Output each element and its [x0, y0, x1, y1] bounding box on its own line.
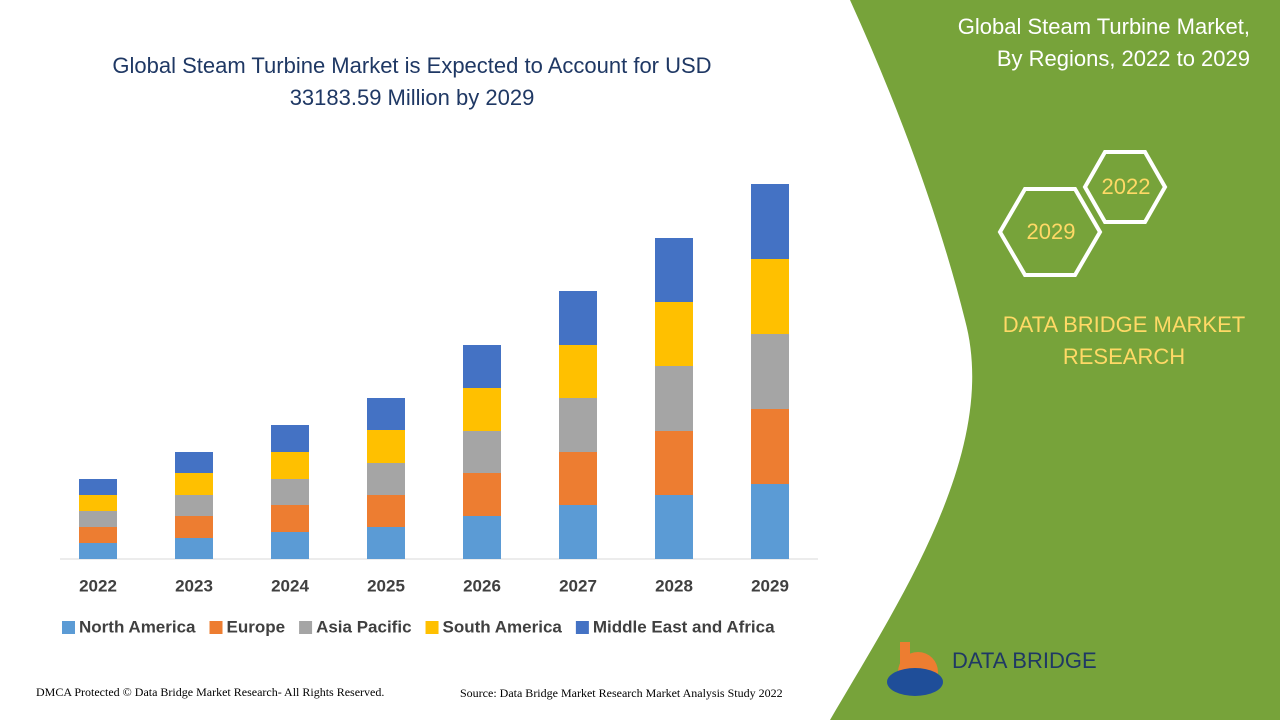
bar-segment [271, 505, 309, 532]
bar-segment [751, 409, 789, 484]
bar-segment [175, 516, 213, 538]
footer-note: Source: Data Bridge Market Research Mark… [460, 686, 783, 700]
bar-segment [271, 452, 309, 479]
bar-segment [79, 479, 117, 495]
legend-swatch [425, 621, 439, 634]
logo-text: DATA BRIDGE [952, 648, 1097, 673]
bar-segment [559, 398, 597, 452]
legend-swatch [299, 621, 313, 634]
bar-segment [367, 527, 405, 559]
chart-title: Global Steam Turbine Market is Expected … [112, 53, 711, 78]
bar-segment [271, 425, 309, 452]
bar-segment [79, 543, 117, 559]
legend-swatch [62, 621, 75, 634]
x-tick-label: 2029 [751, 576, 789, 595]
hexagon [1082, 150, 1168, 224]
bar-segment [79, 527, 117, 543]
footer-note: DMCA Protected © Data Bridge Market Rese… [36, 685, 384, 699]
x-tick-label: 2027 [559, 576, 597, 595]
bar-segment [559, 452, 597, 505]
bar-segment [463, 431, 501, 473]
bar-segment [367, 495, 405, 527]
x-tick-label: 2024 [271, 576, 309, 595]
legend-swatch [575, 621, 589, 634]
bar-segment [463, 473, 501, 516]
bar-segment [559, 505, 597, 559]
panel-title: Global Steam Turbine Market, [958, 14, 1250, 39]
green-panel [830, 0, 1280, 720]
bar-segment [655, 495, 693, 559]
panel-title: By Regions, 2022 to 2029 [997, 46, 1250, 71]
bar-segment [655, 238, 693, 302]
bar-segment [463, 345, 501, 388]
bar-segment [751, 334, 789, 409]
legend-label: Europe [227, 617, 286, 636]
bar-segment [559, 291, 597, 345]
hexagon [997, 187, 1103, 277]
hexagon-label: 2022 [1102, 174, 1151, 199]
x-tick-label: 2022 [79, 576, 117, 595]
x-tick-label: 2023 [175, 576, 213, 595]
bar-segment [463, 516, 501, 559]
bar-segment [79, 511, 117, 527]
bar-segment [271, 532, 309, 559]
brand-text: RESEARCH [1063, 344, 1185, 369]
hexagon-label: 2029 [1027, 219, 1076, 244]
bar-segment [655, 302, 693, 366]
bar-segment [463, 388, 501, 431]
bar-segment [79, 495, 117, 511]
chart-title: 33183.59 Million by 2029 [290, 85, 535, 110]
logo: DATA BRIDGE [887, 642, 1097, 696]
bar-segment [559, 345, 597, 398]
logo-mark [887, 668, 943, 696]
x-tick-label: 2028 [655, 576, 693, 595]
bar-segment [655, 431, 693, 495]
bar-segment [271, 479, 309, 505]
bar-segment [175, 538, 213, 559]
x-tick-label: 2026 [463, 576, 501, 595]
chart: 2022 2023 2024 2025 2026 2027 2028 2029 North Am… [62, 184, 789, 636]
x-tick-label: 2025 [367, 576, 405, 595]
bar-segment [751, 484, 789, 559]
bar-segment [367, 430, 405, 463]
bar-segment [751, 184, 789, 259]
bar-segment [367, 463, 405, 495]
bar-segment [751, 259, 789, 334]
legend-label: Asia Pacific [316, 617, 411, 636]
bar-segment [175, 452, 213, 473]
legend-label: South America [443, 617, 563, 636]
bar-segment [175, 495, 213, 516]
bar-segment [367, 398, 405, 430]
bar-segment [655, 366, 693, 431]
bar-segment [175, 473, 213, 495]
legend-label: Middle East and Africa [593, 617, 775, 636]
legend-swatch [209, 621, 223, 634]
legend-label: North America [79, 617, 196, 636]
brand-text: DATA BRIDGE MARKET [1003, 312, 1245, 337]
